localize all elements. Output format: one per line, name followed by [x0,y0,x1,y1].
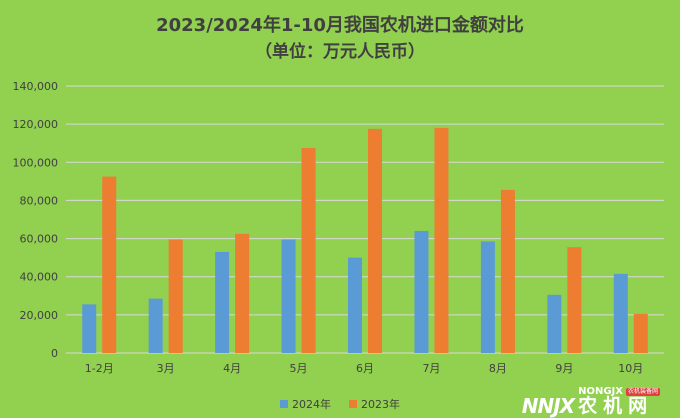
x-tick-label: 3月 [157,362,175,375]
watermark-badge: 农机装备网 [625,388,660,396]
bar-2023 [301,147,316,353]
bar-2024 [613,273,628,353]
y-tick-label: 20,000 [20,309,59,322]
bar-2023 [500,189,515,353]
bar-2024 [414,230,429,353]
x-tick-label: 10月 [618,362,643,375]
bar-2023 [102,176,117,353]
x-tick-label: 8月 [489,362,507,375]
x-tick-label: 7月 [422,362,440,375]
x-tick-label: 1-2月 [85,362,114,375]
bar-2023 [235,233,250,353]
bar-2024 [281,239,296,353]
bar-2024 [480,241,495,353]
y-tick-label: 140,000 [13,80,59,93]
chart-title: 2023/2024年1-10月我国农机进口金额对比 [156,15,524,36]
bar-2024 [348,257,362,353]
y-tick-label: 60,000 [20,233,59,246]
watermark-logo: NNJX [521,394,575,418]
chart-subtitle: （单位：万元人民币） [255,42,425,62]
legend-item-2023: 2023年 [349,396,400,412]
legend-label-2024: 2024年 [292,398,331,411]
watermark: NNJX NONGJX 农机装备网 农机网 [522,387,660,416]
legend-swatch-2024 [280,400,288,408]
bar-2023 [368,128,382,353]
x-tick-label: 6月 [356,362,374,375]
bar-2024 [215,251,230,353]
x-tick-label: 5月 [290,362,308,375]
y-tick-label: 120,000 [13,118,59,131]
bar-2023 [168,239,183,353]
y-tick-label: 100,000 [13,156,59,169]
bar-2023 [633,313,648,353]
x-tick-label: 9月 [555,362,573,375]
bar-2024 [547,294,562,353]
watermark-en: NONGJX [578,386,623,397]
legend-label-2023: 2023年 [361,398,400,411]
watermark-cn: 农机网 [578,395,654,417]
bar-2023 [434,127,449,353]
y-tick-label: 0 [51,347,58,360]
legend: 2024年 2023年 [0,396,680,412]
y-tick-label: 80,000 [20,194,59,207]
legend-item-2024: 2024年 [280,396,331,412]
bar-2024 [82,304,97,353]
legend-swatch-2023 [349,400,357,408]
y-tick-label: 40,000 [20,271,59,284]
bar-2023 [567,247,582,353]
x-tick-label: 4月 [223,362,241,375]
bar-2024 [148,298,163,353]
